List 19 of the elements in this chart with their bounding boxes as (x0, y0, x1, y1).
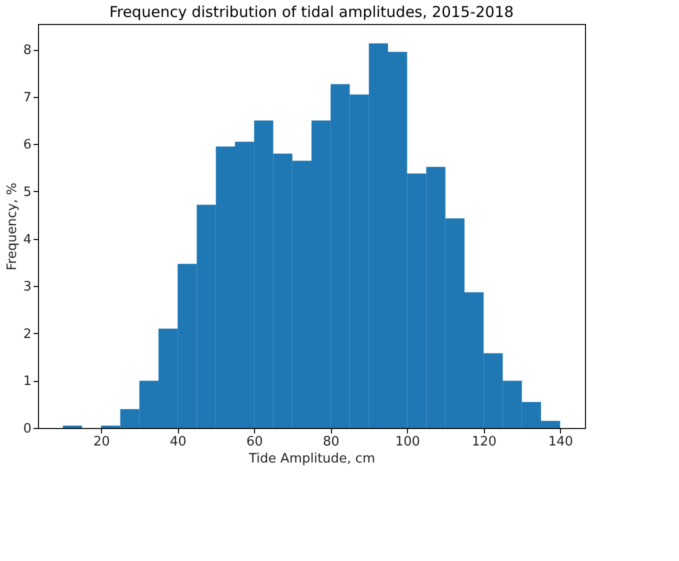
y-tick-label: 2 (23, 326, 32, 342)
y-tick-label: 1 (23, 374, 32, 390)
chart-title: Frequency distribution of tidal amplitudes, 2015-2018 (109, 3, 514, 21)
y-tick-label: 5 (23, 184, 32, 200)
y-tick-label: 3 (23, 280, 32, 295)
x-tick-label: 20 (93, 434, 110, 450)
x-tick-label: 40 (170, 434, 186, 450)
y-tick-label: 0 (23, 422, 32, 436)
y-axis-title: Frequency, % (5, 182, 20, 270)
x-tick-label: 60 (246, 434, 263, 450)
x-tick-label: 80 (322, 434, 340, 450)
y-tick-label: 6 (23, 138, 32, 153)
x-tick-label: 120 (472, 434, 497, 450)
y-tick-label: 8 (23, 43, 32, 58)
x-tick-label: 100 (395, 434, 420, 450)
x-tick-label: 140 (548, 434, 574, 450)
x-axis-title: Tide Amplitude, cm (248, 452, 376, 466)
y-tick-label: 4 (23, 232, 32, 248)
y-tick-label: 7 (23, 90, 32, 106)
